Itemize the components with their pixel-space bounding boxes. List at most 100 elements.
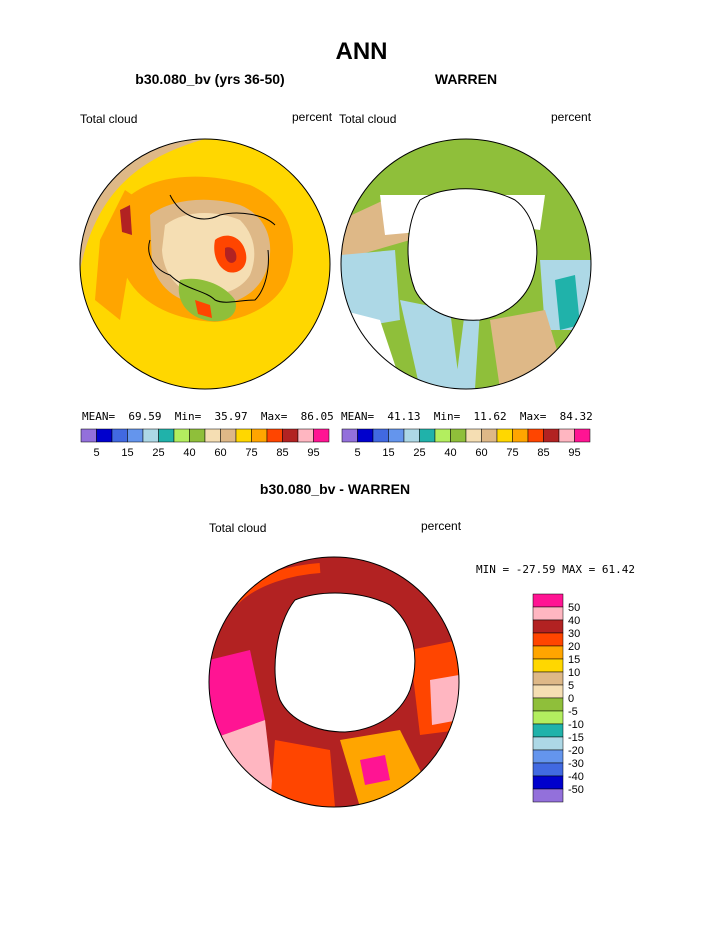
colorbar-swatch	[532, 606, 564, 621]
colorbar-2: 5 15 25 40 60 75 85 95	[341, 428, 591, 459]
colorbar-swatch	[372, 428, 389, 443]
colorbar-tick-label: 75	[245, 447, 257, 459]
colorbar-tick-label: 95	[568, 447, 580, 459]
colorbar-swatch	[465, 428, 482, 443]
colorbar-swatch	[297, 428, 314, 443]
colorbar-tick-label: 25	[152, 447, 164, 459]
colorbar-swatch	[80, 428, 97, 443]
colorbar-swatch	[527, 428, 544, 443]
colorbar-swatch	[532, 775, 564, 790]
diff-minmax: MIN = -27.59 MAX = 61.42	[476, 563, 635, 576]
panel-1-units: percent	[292, 110, 333, 124]
colorbar-swatch	[532, 736, 564, 751]
colorbar-tick-label: 95	[307, 447, 319, 459]
field-lightpink-southwest	[209, 720, 275, 807]
stat-value: 84.32	[559, 410, 593, 423]
colorbar-swatch	[532, 762, 564, 777]
stat-value: 69.59	[128, 410, 162, 423]
colorbar-swatch	[532, 788, 564, 803]
map-panel-1	[80, 139, 330, 389]
colorbar-swatch	[532, 710, 564, 725]
map-panel-2	[341, 139, 591, 389]
stat-label: Min=	[174, 410, 202, 423]
field-teal-east	[555, 275, 580, 330]
stat-value: 11.62	[473, 410, 507, 423]
missing-data-interior	[275, 593, 415, 732]
colorbar-swatch	[142, 428, 159, 443]
stat-value: 86.05	[300, 410, 334, 423]
colorbar-swatch	[532, 671, 564, 686]
coastline	[274, 592, 416, 733]
colorbar-tick-label: 85	[276, 447, 288, 459]
field-tan-southeast	[490, 310, 560, 389]
field-red-peninsula	[195, 300, 212, 318]
coastline	[148, 239, 269, 303]
colorbar-tick-label: 50	[568, 602, 580, 614]
panel-1-stats: MEAN= 69.59 Min= 35.97 Max= 86.05	[82, 410, 334, 423]
stat-label: MEAN=	[82, 410, 116, 423]
colorbar-swatch	[558, 428, 575, 443]
colorbar-swatch	[574, 428, 591, 443]
panel-2-variable: Total cloud	[339, 112, 397, 126]
colorbar-swatch	[532, 749, 564, 764]
field-lightblue-strip	[455, 310, 480, 389]
colorbar-swatch	[127, 428, 144, 443]
colorbar-swatch	[532, 619, 564, 634]
colorbar-swatch	[481, 428, 498, 443]
missing-data-interior	[408, 188, 537, 321]
colorbar-swatch	[220, 428, 237, 443]
colorbar-tick-label: -20	[568, 745, 584, 757]
colorbar-swatch	[204, 428, 221, 443]
colorbar-tick-label: 25	[413, 447, 425, 459]
colorbar-swatch	[388, 428, 405, 443]
map-border-diff	[208, 556, 460, 808]
colorbar-swatch	[96, 428, 113, 443]
diff-variable: Total cloud	[209, 521, 267, 535]
colorbar-swatch	[357, 428, 374, 443]
colorbar-1: 5 15 25 40 60 75 85 95	[80, 428, 330, 459]
page-title: ANN	[335, 38, 388, 65]
colorbar-swatch	[532, 697, 564, 712]
colorbar-tick-label: 5	[93, 447, 99, 459]
stat-label: MEAN=	[341, 410, 375, 423]
field-lightblue-west	[341, 250, 400, 330]
field-orange-south	[270, 740, 335, 807]
stat-label: Max=	[519, 410, 547, 423]
colorbar-swatch	[512, 428, 529, 443]
colorbar-tick-label: -30	[568, 758, 584, 770]
stat-value: 41.13	[387, 410, 421, 423]
colorbar-tick-label: 15	[382, 447, 394, 459]
colorbar-swatch	[532, 645, 564, 660]
colorbar-swatch	[434, 428, 451, 443]
colorbar-tick-label: 40	[183, 447, 195, 459]
colorbar-tick-label: -40	[568, 771, 584, 783]
colorbar-swatch	[173, 428, 190, 443]
stat-label: Max=	[260, 410, 288, 423]
field-wheat-core	[162, 213, 255, 296]
colorbar-tick-label: 30	[568, 628, 580, 640]
colorbar-tick-label: 0	[568, 693, 574, 705]
colorbar-tick-label: -15	[568, 732, 584, 744]
colorbar-tick-label: 40	[568, 615, 580, 627]
panel-1-title: b30.080_bv (yrs 36-50)	[135, 71, 285, 87]
colorbar-swatch	[282, 428, 299, 443]
colorbar-swatch	[403, 428, 420, 443]
panel-2-title: WARREN	[434, 71, 498, 87]
diff-title: b30.080_bv - WARREN	[259, 481, 411, 497]
colorbar-tick-label: 60	[475, 447, 487, 459]
colorbar-tick-label: -10	[568, 719, 584, 731]
colorbar-swatch	[419, 428, 436, 443]
colorbar-tick-label: -5	[568, 706, 578, 718]
colorbar-swatch	[251, 428, 268, 443]
colorbar-tick-label: 60	[214, 447, 226, 459]
colorbar-tick-label: 75	[506, 447, 518, 459]
colorbar-tick-label: 20	[568, 641, 580, 653]
colorbar-tick-label: 85	[537, 447, 549, 459]
panel-1-variable: Total cloud	[80, 112, 138, 126]
colorbar-tick-label: 15	[568, 654, 580, 666]
colorbar-swatch	[496, 428, 513, 443]
map-border-2	[340, 138, 592, 390]
colorbar-swatch	[450, 428, 467, 443]
coastline	[169, 194, 276, 226]
